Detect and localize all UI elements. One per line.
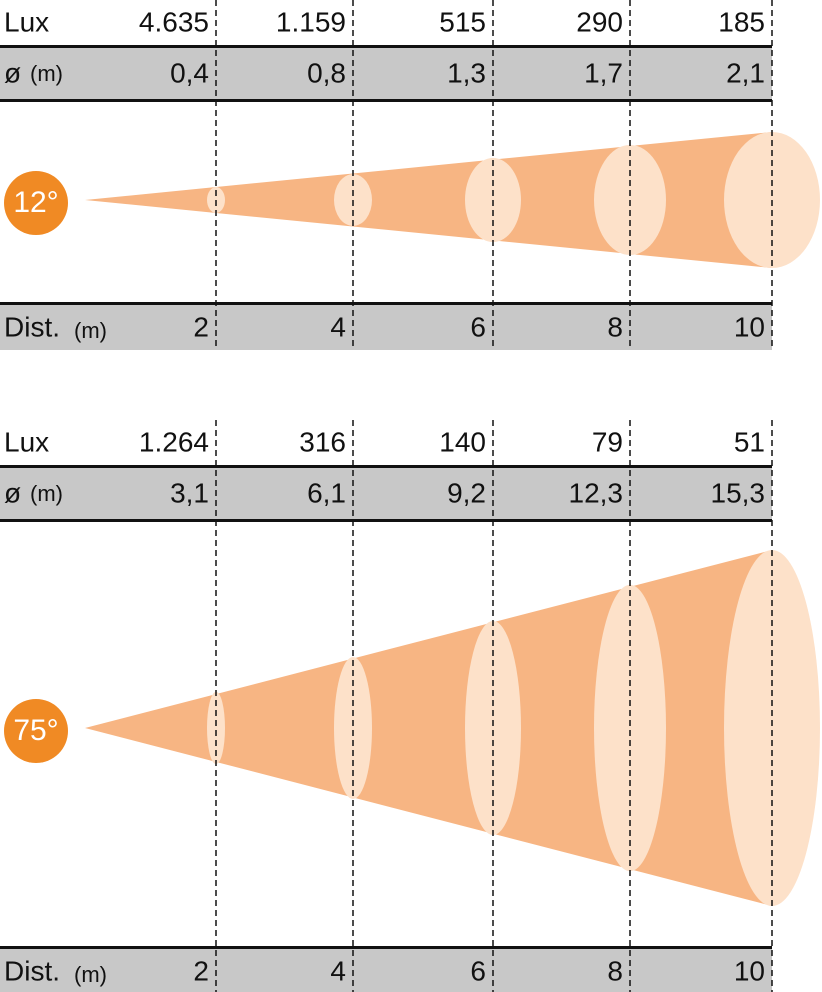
rule [0, 519, 772, 522]
distance-value: 8 [607, 311, 623, 342]
lux-value: 140 [439, 426, 486, 457]
rule [0, 99, 772, 102]
diameter-value: 9,2 [447, 477, 486, 508]
lux-value: 290 [576, 6, 623, 37]
diameter-value: 2,1 [726, 57, 765, 88]
distance-row-bg [0, 304, 772, 350]
distance-label: Dist. [4, 955, 60, 986]
diameter-label: ø [4, 57, 21, 88]
beam-cone [85, 132, 772, 268]
distance-value: 8 [607, 955, 623, 986]
lux-value: 1.159 [276, 6, 346, 37]
diameter-label: ø [4, 477, 21, 508]
rule [0, 465, 772, 468]
diameter-value: 0,8 [307, 57, 346, 88]
angle-label: 75° [13, 714, 58, 747]
diameter-value: 6,1 [307, 477, 346, 508]
diameter-value: 15,3 [711, 477, 766, 508]
diameter-unit: (m) [30, 61, 63, 86]
distance-value: 10 [734, 311, 765, 342]
diameter-row-bg [0, 468, 772, 519]
distance-value: 4 [330, 311, 346, 342]
lux-value: 1.264 [139, 426, 209, 457]
beam-section [465, 620, 521, 836]
distance-value: 2 [193, 955, 209, 986]
diameter-value: 12,3 [569, 477, 624, 508]
distance-value: 10 [734, 955, 765, 986]
distance-label: Dist. [4, 311, 60, 342]
lux-label: Lux [4, 426, 49, 457]
beam-section [334, 657, 372, 799]
diameter-value: 1,3 [447, 57, 486, 88]
angle-label: 12° [13, 186, 58, 219]
diameter-row-bg [0, 48, 772, 99]
angle-badge [4, 171, 68, 235]
lux-value: 316 [299, 426, 346, 457]
distance-value: 6 [470, 955, 486, 986]
lux-label: Lux [4, 6, 49, 37]
lux-value: 79 [592, 426, 623, 457]
angle-badge [4, 699, 68, 763]
distance-unit: (m) [74, 318, 107, 343]
lux-value: 51 [734, 426, 765, 457]
distance-unit: (m) [74, 962, 107, 987]
lux-value: 4.635 [139, 6, 209, 37]
distance-value: 4 [330, 955, 346, 986]
rule [0, 45, 772, 48]
diameter-value: 3,1 [170, 477, 209, 508]
lux-value: 185 [718, 6, 765, 37]
beam-section [594, 584, 666, 872]
diameter-unit: (m) [30, 481, 63, 506]
distance-value: 6 [470, 311, 486, 342]
diameter-value: 1,7 [584, 57, 623, 88]
distance-row-bg [0, 948, 772, 992]
diameter-value: 0,4 [170, 57, 209, 88]
distance-value: 2 [193, 311, 209, 342]
beam-cone [85, 550, 772, 906]
lux-value: 515 [439, 6, 486, 37]
beam-section [724, 550, 820, 906]
rule [0, 946, 772, 949]
rule [0, 302, 772, 305]
beam-section [207, 691, 225, 765]
